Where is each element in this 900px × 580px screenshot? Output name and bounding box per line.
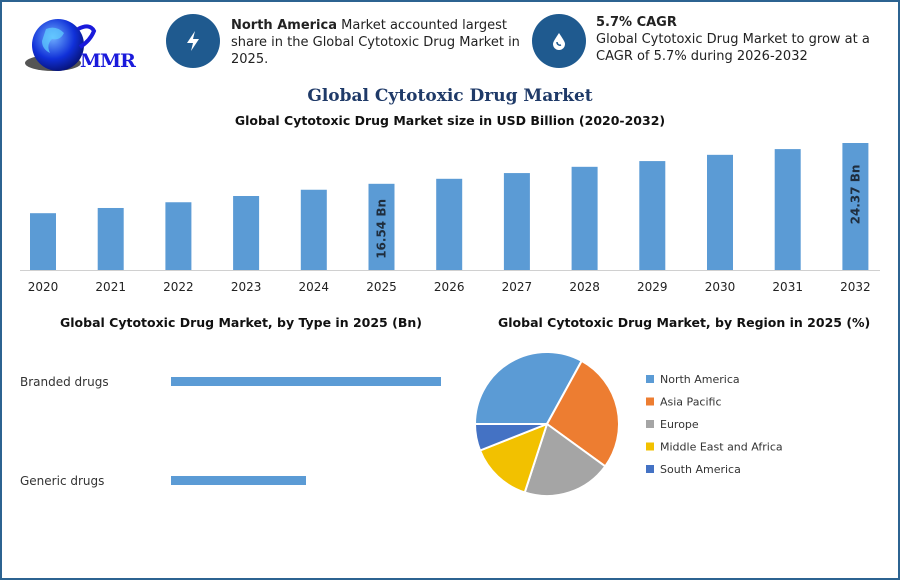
legend-swatch bbox=[646, 397, 654, 406]
legend-label: Middle East and Africa bbox=[660, 441, 783, 454]
legend-label: Europe bbox=[660, 418, 699, 431]
bar-2029 bbox=[639, 161, 666, 270]
bar-2024 bbox=[300, 189, 327, 270]
x-tick-label: 2026 bbox=[434, 280, 465, 294]
category-label: Generic drugs bbox=[20, 474, 104, 488]
pie-slice-asia-pacific bbox=[545, 359, 620, 468]
x-tick-label: 2023 bbox=[231, 280, 262, 294]
bar-2032 bbox=[842, 143, 869, 270]
legend-label: Asia Pacific bbox=[660, 396, 722, 409]
x-tick-label: 2030 bbox=[705, 280, 736, 294]
x-tick-label: 2027 bbox=[502, 280, 533, 294]
data-label: 24.37 Bn bbox=[848, 165, 862, 225]
bar-2030 bbox=[707, 154, 733, 270]
hbar-branded-drugs bbox=[171, 377, 441, 386]
x-tick-label: 2029 bbox=[637, 280, 668, 294]
x-tick-label: 2021 bbox=[95, 280, 126, 294]
bar-2031 bbox=[774, 149, 801, 270]
page-title: Global Cytotoxic Drug Market bbox=[307, 86, 593, 106]
logo-text: MMR bbox=[80, 50, 136, 72]
drop-icon bbox=[532, 14, 586, 68]
x-tick-label: 2031 bbox=[772, 280, 803, 294]
legend-label: South America bbox=[660, 463, 741, 476]
logo: MMR bbox=[18, 15, 138, 77]
type-chart-title: Global Cytotoxic Drug Market, by Type in… bbox=[60, 315, 422, 330]
bar-2020 bbox=[30, 213, 56, 270]
hbar-generic-drugs bbox=[171, 476, 306, 485]
bar-2023 bbox=[233, 195, 260, 270]
legend-swatch bbox=[646, 465, 654, 473]
bar-2025 bbox=[368, 183, 395, 270]
legend-swatch bbox=[646, 442, 654, 451]
cagr-text: Global Cytotoxic Drug Market to grow at … bbox=[596, 32, 870, 64]
x-tick-label: 2022 bbox=[163, 280, 194, 294]
x-tick-label: 2020 bbox=[28, 280, 59, 294]
bar-2022 bbox=[165, 202, 192, 270]
pie-slice-middle-east-and-africa bbox=[478, 422, 549, 494]
bar-2027 bbox=[503, 173, 530, 270]
cagr-heading: 5.7% CAGR bbox=[596, 15, 677, 30]
data-label: 16.54 Bn bbox=[375, 199, 389, 259]
x-tick-label: 2032 bbox=[840, 280, 871, 294]
info-cagr: 5.7% CAGR Global Cytotoxic Drug Market t… bbox=[596, 14, 886, 65]
x-tick-label: 2028 bbox=[569, 280, 600, 294]
globe-icon bbox=[25, 19, 97, 71]
bar-2026 bbox=[436, 178, 463, 270]
info-left-bold: North America bbox=[231, 18, 337, 33]
pie-slice-north-america bbox=[473, 351, 584, 425]
pie-slice-south-america bbox=[473, 423, 548, 452]
legend-label: North America bbox=[660, 373, 740, 386]
lightning-icon bbox=[166, 14, 220, 68]
bar-2021 bbox=[97, 207, 124, 270]
category-label: Branded drugs bbox=[20, 375, 109, 389]
x-tick-label: 2025 bbox=[366, 280, 397, 294]
info-left-text: Market accounted largest share in the Gl… bbox=[231, 18, 520, 67]
pie-slice-europe bbox=[523, 422, 607, 497]
bar-2028 bbox=[571, 166, 598, 270]
info-north-america: North America Market accounted largest s… bbox=[231, 17, 521, 68]
bar-chart-title: Global Cytotoxic Drug Market size in USD… bbox=[234, 113, 666, 128]
legend-swatch bbox=[646, 375, 654, 383]
region-chart-title: Global Cytotoxic Drug Market, by Region … bbox=[498, 315, 871, 330]
x-tick-label: 2024 bbox=[299, 280, 330, 294]
legend-swatch bbox=[646, 420, 654, 428]
